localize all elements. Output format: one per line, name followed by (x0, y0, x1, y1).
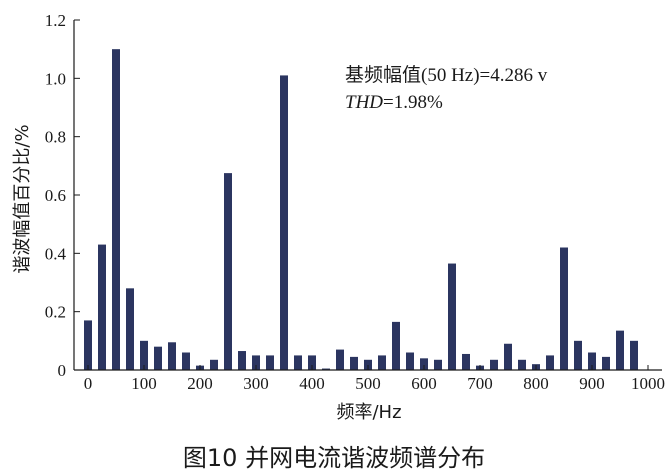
bar (336, 349, 344, 370)
bar (98, 244, 106, 370)
bar (126, 288, 134, 370)
y-tick-label: 0.6 (45, 186, 66, 205)
bar (364, 359, 372, 370)
bar (420, 358, 428, 370)
bar (280, 75, 288, 371)
x-tick-label: 600 (411, 374, 437, 393)
x-ticks: 0 100 200 300 400 500 600 700 800 900 1000 (84, 365, 665, 393)
y-tick-label: 0.8 (45, 128, 66, 147)
fundamental-amplitude-annotation: 基频幅值(50 Hz)=4.286 v (345, 64, 548, 86)
x-tick-label: 900 (579, 374, 605, 393)
bar (112, 49, 120, 371)
bar (504, 343, 512, 370)
bar (448, 263, 456, 370)
x-tick-label: 0 (84, 374, 93, 393)
bar (574, 340, 582, 370)
bar (406, 352, 414, 370)
x-tick-label: 100 (131, 374, 157, 393)
x-tick-label: 700 (467, 374, 493, 393)
bar (490, 359, 498, 370)
y-tick-label: 0.2 (45, 303, 66, 322)
bar (546, 355, 554, 370)
x-tick-label: 400 (299, 374, 325, 393)
y-tick-label: 1.0 (45, 69, 66, 88)
bar (140, 340, 148, 370)
bar (518, 359, 526, 370)
bar (308, 355, 316, 370)
bar (350, 356, 358, 371)
y-tick-label: 0.4 (45, 244, 67, 263)
x-tick-label: 500 (355, 374, 381, 393)
bar (560, 247, 568, 370)
bar (84, 320, 92, 370)
bar (392, 321, 400, 371)
bar (154, 346, 162, 370)
y-tick-label: 1.2 (45, 11, 66, 30)
thd-label: THD (345, 92, 383, 113)
bar (210, 359, 218, 370)
bar (266, 355, 274, 370)
bar (322, 368, 330, 370)
bar (434, 359, 442, 370)
x-axis-label: 频率/Hz (336, 402, 401, 423)
bar (238, 351, 246, 370)
x-tick-label: 800 (523, 374, 549, 393)
thd-annotation: THD=1.98% (345, 92, 443, 113)
bar (378, 355, 386, 370)
bar (462, 353, 470, 370)
y-axis-label: 谐波幅值百分比/% (12, 124, 33, 273)
x-tick-label: 1000 (631, 374, 665, 393)
y-ticks: 0 0.2 0.4 0.6 0.8 1.0 1.2 (45, 11, 80, 380)
bar (602, 356, 610, 371)
bar (182, 352, 190, 370)
bar (294, 355, 302, 370)
bar (616, 330, 624, 371)
bar (168, 342, 176, 370)
bar (630, 340, 638, 370)
y-tick-label: 0 (58, 361, 67, 380)
bar (252, 355, 260, 370)
thd-value: =1.98% (383, 92, 443, 113)
x-tick-label: 300 (243, 374, 269, 393)
bar (224, 173, 232, 370)
x-tick-label: 200 (187, 374, 213, 393)
figure-caption: 图10 并网电流谐波频谱分布 (182, 444, 486, 472)
bars (84, 49, 638, 371)
bar (588, 352, 596, 370)
